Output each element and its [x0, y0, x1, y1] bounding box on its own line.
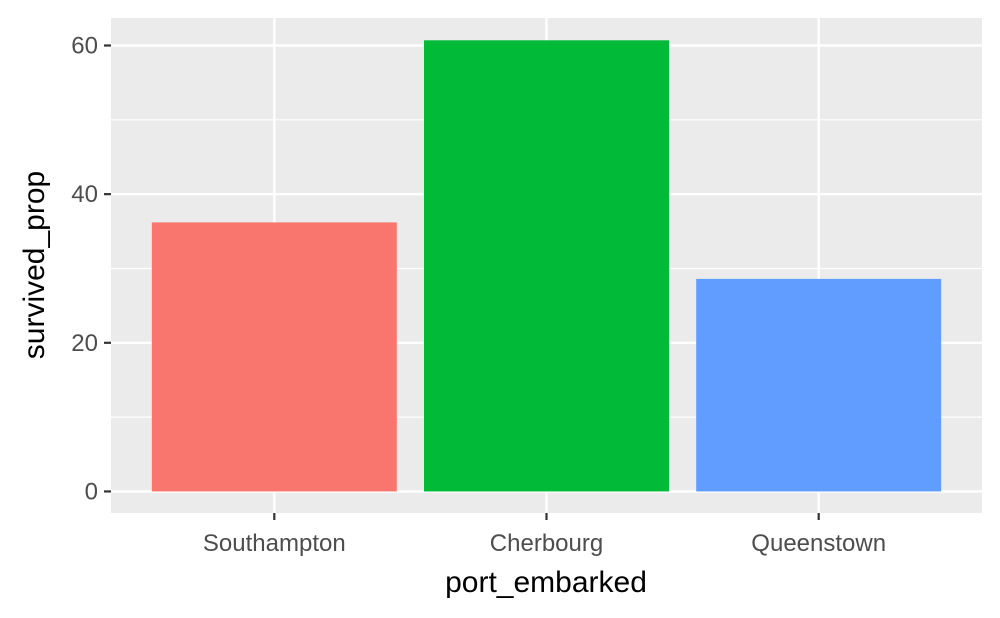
bar-southampton — [151, 222, 397, 492]
bar-cherbourg — [424, 40, 669, 492]
x-tick-label: Southampton — [203, 530, 346, 557]
y-tick-label: 20 — [71, 330, 98, 357]
y-tick-label: 40 — [71, 181, 98, 208]
bar-queenstown — [696, 278, 942, 492]
x-tick-label: Cherbourg — [490, 530, 603, 557]
y-tick-label: 0 — [85, 478, 98, 505]
x-tick-label: Queenstown — [751, 530, 886, 557]
bars — [151, 40, 942, 492]
x-axis-title: port_embarked — [445, 566, 647, 599]
y-tick-label: 60 — [71, 33, 98, 60]
y-axis: 0 20 40 60 — [71, 33, 111, 505]
y-axis-title: survived_prop — [18, 171, 51, 359]
x-axis: Southampton Cherbourg Queenstown — [203, 513, 886, 557]
